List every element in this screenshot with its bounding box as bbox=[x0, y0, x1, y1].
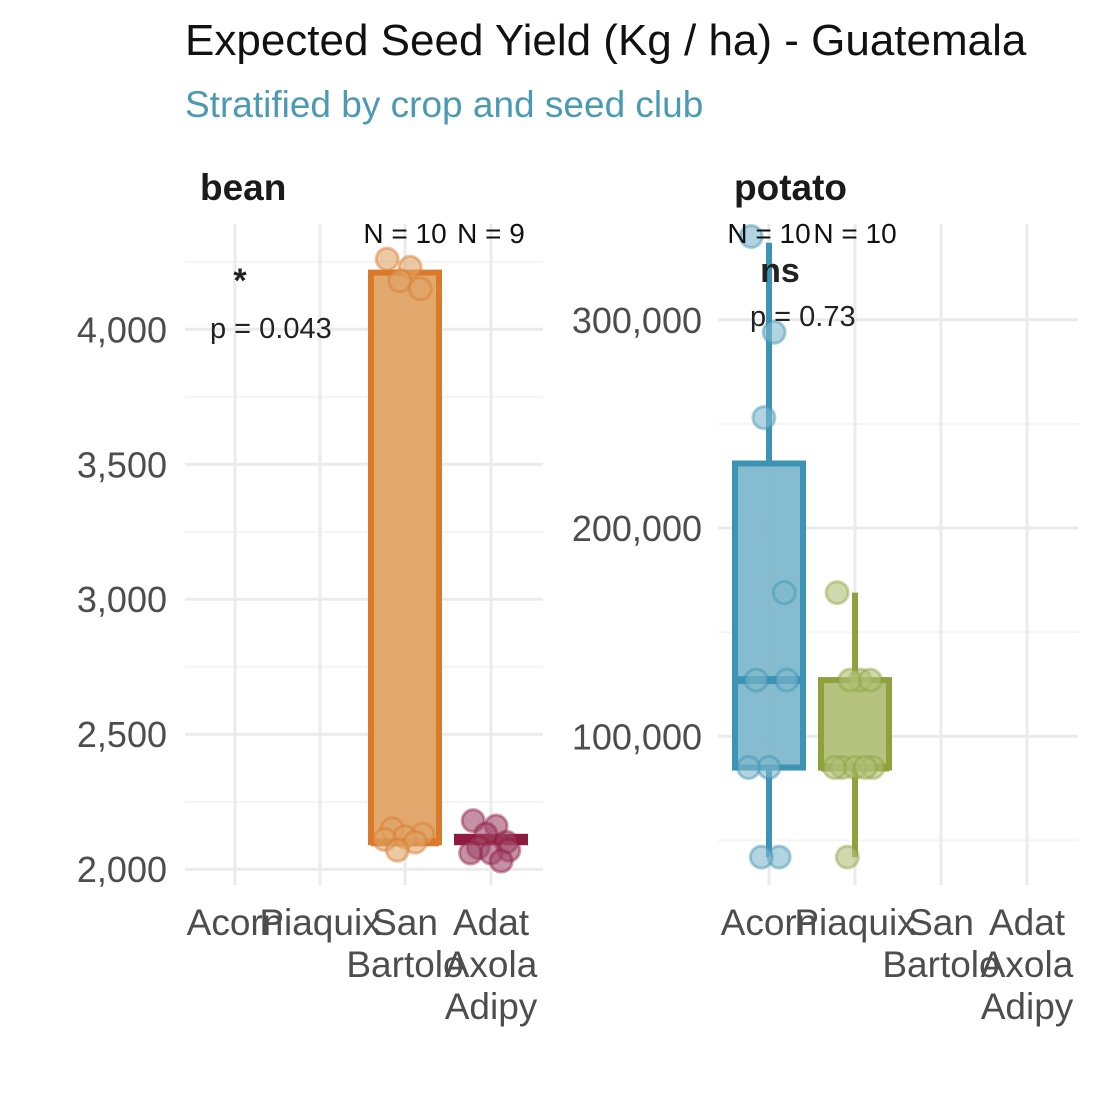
facet-panels: 2,0002,5003,0003,5004,000AcornPiaquixSan… bbox=[77, 167, 1078, 1027]
x-tick-line: Adat bbox=[453, 902, 530, 943]
data-point bbox=[488, 848, 514, 874]
panel-bean: 2,000 2,500 3,000 3,500 4,000 AcornPiaquixSan… bbox=[77, 167, 543, 1027]
x-tick-line: Adipy bbox=[981, 986, 1074, 1027]
x-tick-label: San Bartolo bbox=[882, 902, 999, 985]
n-label: N = 10 bbox=[813, 218, 896, 249]
p-value-label: p = 0.043 bbox=[210, 313, 332, 345]
x-tick-line: Bartolo bbox=[346, 944, 463, 985]
data-point bbox=[374, 246, 400, 272]
x-tick-line: Adat bbox=[989, 902, 1066, 943]
data-point bbox=[384, 837, 410, 863]
facet-strip-label: bean bbox=[200, 167, 286, 208]
data-point bbox=[736, 755, 762, 781]
y-tick-label: 2,500 bbox=[77, 714, 167, 755]
x-tick-label: Adat Axola Adipy bbox=[445, 902, 538, 1027]
y-tick-label: 2,000 bbox=[77, 849, 167, 890]
box bbox=[818, 677, 892, 771]
x-tick-line: San bbox=[372, 902, 438, 943]
data-point bbox=[774, 667, 800, 693]
x-tick-line: Piaquix bbox=[794, 902, 916, 943]
y-tick-label: 100,000 bbox=[572, 716, 702, 757]
x-tick-label: Piaquix bbox=[259, 902, 381, 943]
x-tick-label: San Bartolo bbox=[346, 902, 463, 985]
y-tick-label: 200,000 bbox=[572, 508, 702, 549]
chart-title: Expected Seed Yield (Kg / ha) - Guatemal… bbox=[185, 16, 1027, 65]
data-point bbox=[761, 319, 787, 345]
data-point bbox=[852, 755, 878, 781]
box-group bbox=[818, 580, 892, 870]
y-tick-label: 4,000 bbox=[77, 309, 167, 350]
y-tick-label: 3,500 bbox=[77, 444, 167, 485]
x-tick-label: Adat Axola Adipy bbox=[981, 902, 1074, 1027]
data-point bbox=[387, 268, 413, 294]
data-point bbox=[756, 755, 782, 781]
x-tick-line: Adipy bbox=[445, 986, 538, 1027]
box-group bbox=[732, 223, 806, 870]
box-group bbox=[454, 808, 528, 874]
data-point bbox=[824, 580, 850, 606]
x-tick-line: Axola bbox=[445, 944, 538, 985]
x-tick-line: Piaquix bbox=[259, 902, 381, 943]
data-point bbox=[738, 223, 764, 249]
x-tick-line: Bartolo bbox=[882, 944, 999, 985]
chart-subtitle: Stratified by crop and seed club bbox=[185, 84, 703, 125]
data-point bbox=[748, 844, 774, 870]
data-point bbox=[837, 667, 863, 693]
x-tick-label: Acorn bbox=[721, 902, 818, 943]
facet-strip-label: potato bbox=[734, 167, 847, 208]
n-label: N = 10 bbox=[727, 218, 810, 249]
x-tick-label: Acorn bbox=[187, 902, 284, 943]
data-point bbox=[834, 844, 860, 870]
x-tick-line: Acorn bbox=[187, 902, 284, 943]
significance-label: ns bbox=[760, 252, 800, 290]
p-value-label: p = 0.73 bbox=[750, 301, 856, 333]
significance-label: * bbox=[233, 262, 247, 300]
x-tick-line: Axola bbox=[981, 944, 1074, 985]
box bbox=[732, 460, 806, 771]
x-tick-label: Piaquix bbox=[794, 902, 916, 943]
data-point bbox=[458, 840, 484, 866]
data-point bbox=[771, 580, 797, 606]
data-point bbox=[743, 667, 769, 693]
box-group bbox=[368, 246, 442, 863]
n-label: N = 10 bbox=[363, 218, 446, 249]
y-tick-label: 300,000 bbox=[572, 300, 702, 341]
box bbox=[368, 269, 442, 846]
y-tick-label: 3,000 bbox=[77, 579, 167, 620]
data-point bbox=[407, 276, 433, 302]
x-tick-line: Acorn bbox=[721, 902, 818, 943]
data-point bbox=[822, 755, 848, 781]
data-point bbox=[857, 667, 883, 693]
data-point bbox=[751, 405, 777, 431]
x-tick-line: San bbox=[908, 902, 974, 943]
n-label: N = 9 bbox=[457, 218, 525, 249]
